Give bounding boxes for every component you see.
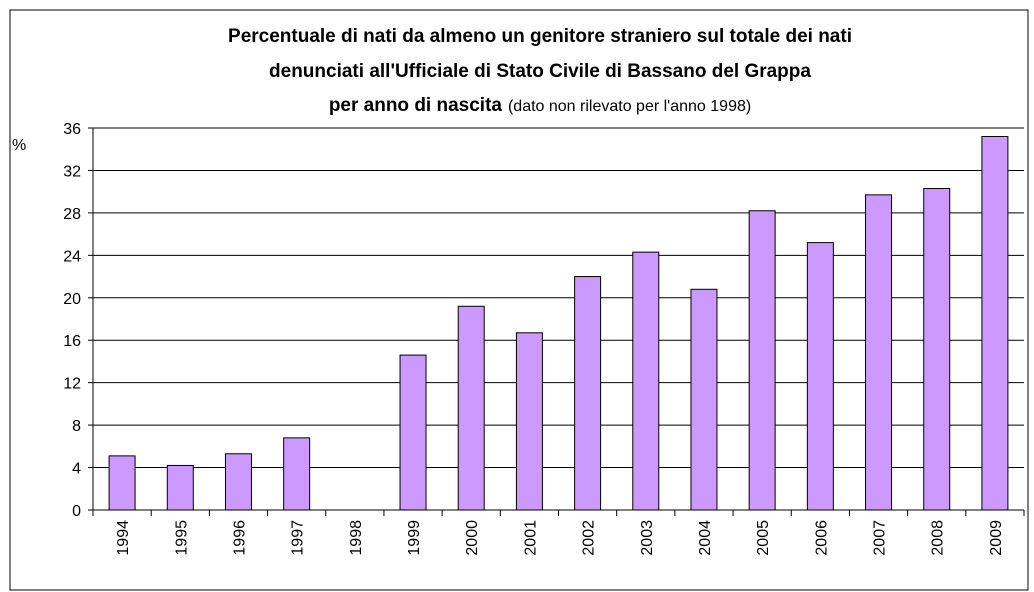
y-axis-label: % bbox=[12, 137, 26, 154]
y-tick-label: 28 bbox=[63, 206, 81, 223]
bar bbox=[748, 210, 776, 511]
x-tick-label: 2004 bbox=[697, 520, 714, 556]
x-tick-label: 1994 bbox=[115, 520, 132, 556]
bar bbox=[806, 242, 834, 511]
x-tick-label: 1999 bbox=[406, 520, 423, 556]
bar bbox=[283, 437, 311, 511]
y-tick-label: 12 bbox=[63, 376, 81, 393]
x-tick-label: 1998 bbox=[348, 520, 365, 556]
y-tick-label: 24 bbox=[63, 248, 81, 265]
bar bbox=[108, 455, 136, 511]
bar bbox=[399, 354, 427, 511]
x-tick-label: 1997 bbox=[290, 520, 307, 556]
bar bbox=[690, 288, 718, 511]
y-tick-label: 0 bbox=[72, 503, 81, 520]
chart-title-line: denunciati all'Ufficiale di Stato Civile… bbox=[269, 61, 811, 82]
x-tick-label: 2007 bbox=[872, 520, 889, 556]
chart-title-line: per anno di nascita (dato non rilevato pe… bbox=[329, 95, 751, 116]
x-tick-label: 2001 bbox=[522, 520, 539, 556]
bar bbox=[574, 276, 602, 511]
x-tick-label: 2003 bbox=[639, 520, 656, 556]
chart-title-line: per anno di nascita bbox=[329, 95, 503, 116]
x-tick-label: 2008 bbox=[930, 520, 947, 556]
bar bbox=[224, 453, 252, 511]
chart-title-line: Percentuale di nati da almeno un genitor… bbox=[228, 26, 852, 47]
bar bbox=[515, 332, 543, 511]
x-tick-label: 2009 bbox=[988, 520, 1005, 556]
bar bbox=[981, 135, 1009, 511]
x-tick-label: 2002 bbox=[581, 520, 598, 556]
chart-subtitle: (dato non rilevato per l'anno 1998) bbox=[508, 98, 751, 115]
y-tick-label: 4 bbox=[72, 461, 81, 478]
bar bbox=[923, 187, 951, 511]
x-tick-label: 2006 bbox=[813, 520, 830, 556]
y-tick-label: 8 bbox=[72, 418, 81, 435]
y-tick-label: 36 bbox=[63, 121, 81, 138]
bar bbox=[457, 305, 485, 511]
x-tick-label: 1996 bbox=[231, 520, 248, 556]
x-tick-label: 2000 bbox=[464, 520, 481, 556]
x-tick-label: 1995 bbox=[173, 520, 190, 556]
y-tick-label: 16 bbox=[63, 333, 81, 350]
x-tick-label: 2005 bbox=[755, 520, 772, 556]
y-tick-label: 20 bbox=[63, 291, 81, 308]
bar bbox=[865, 194, 893, 511]
y-tick-label: 32 bbox=[63, 163, 81, 180]
bar bbox=[632, 251, 660, 511]
bar bbox=[166, 464, 194, 511]
